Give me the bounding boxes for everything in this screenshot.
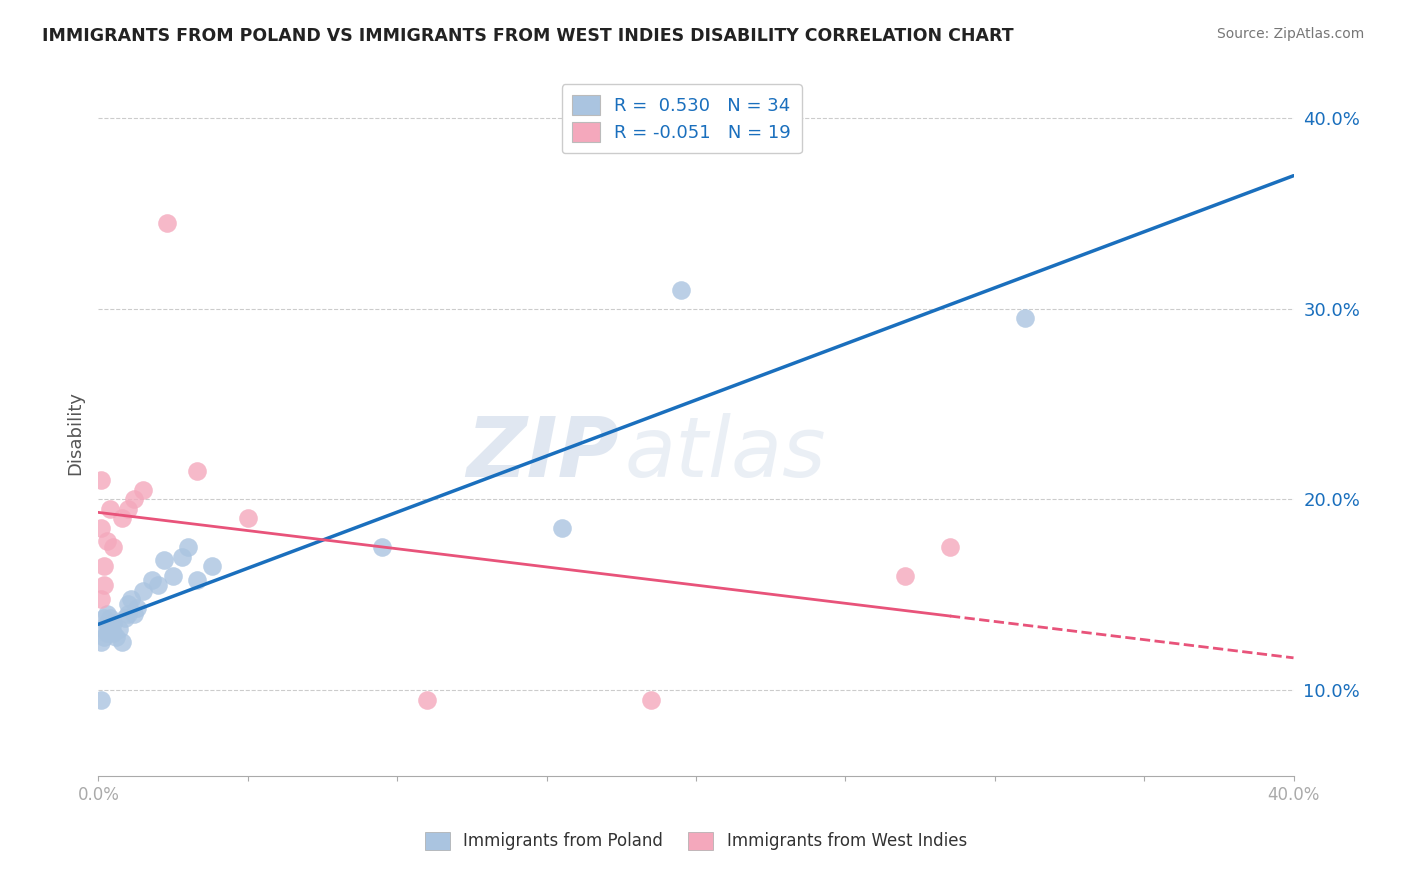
Legend: Immigrants from Poland, Immigrants from West Indies: Immigrants from Poland, Immigrants from … [419,825,973,857]
Point [103,616,125,631]
Point [1014,311,1036,326]
Point [111,511,134,525]
Point [108,622,131,636]
Point [98,502,122,516]
Point [90,692,112,706]
Point [156,216,179,230]
Text: Source: ZipAtlas.com: Source: ZipAtlas.com [1216,27,1364,41]
Point [141,573,163,587]
Point [120,591,142,606]
Point [894,568,917,582]
Point [177,540,200,554]
Point [93,622,115,636]
Point [93,610,115,624]
Point [117,607,139,621]
Point [162,568,184,582]
Point [96,607,118,621]
Point [111,635,134,649]
Point [939,540,962,554]
Point [90,635,112,649]
Point [96,534,118,549]
Point [124,492,146,507]
Point [93,630,115,644]
Point [117,502,139,516]
Point [669,283,692,297]
Point [98,610,122,624]
Point [132,584,155,599]
Point [148,578,170,592]
Point [105,630,128,644]
Point [153,553,176,567]
Point [90,591,112,606]
Point [640,692,662,706]
Point [416,692,439,706]
Point [103,540,125,554]
Point [96,626,118,640]
Point [114,610,136,624]
Y-axis label: Disability: Disability [66,391,84,475]
Point [96,616,118,631]
Point [186,464,208,478]
Point [124,607,146,621]
Point [90,473,112,487]
Text: atlas: atlas [624,413,825,494]
Point [186,573,208,587]
Point [98,620,122,634]
Point [117,598,139,612]
Point [93,578,115,592]
Point [236,511,259,525]
Point [103,626,125,640]
Point [550,521,572,535]
Point [371,540,394,554]
Point [201,559,224,574]
Point [172,549,194,564]
Text: IMMIGRANTS FROM POLAND VS IMMIGRANTS FROM WEST INDIES DISABILITY CORRELATION CHA: IMMIGRANTS FROM POLAND VS IMMIGRANTS FRO… [42,27,1014,45]
Point [93,559,115,574]
Point [132,483,155,497]
Point [90,521,112,535]
Text: ZIP: ZIP [465,413,619,494]
Point [127,601,149,615]
